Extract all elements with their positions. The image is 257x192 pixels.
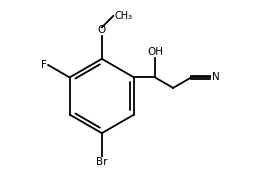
- Text: CH₃: CH₃: [114, 11, 132, 21]
- Text: OH: OH: [147, 47, 163, 57]
- Text: methoxy: methoxy: [0, 191, 1, 192]
- Text: Br: Br: [96, 157, 108, 167]
- Text: O: O: [98, 25, 106, 35]
- Text: N: N: [212, 72, 219, 82]
- Text: F: F: [41, 60, 47, 70]
